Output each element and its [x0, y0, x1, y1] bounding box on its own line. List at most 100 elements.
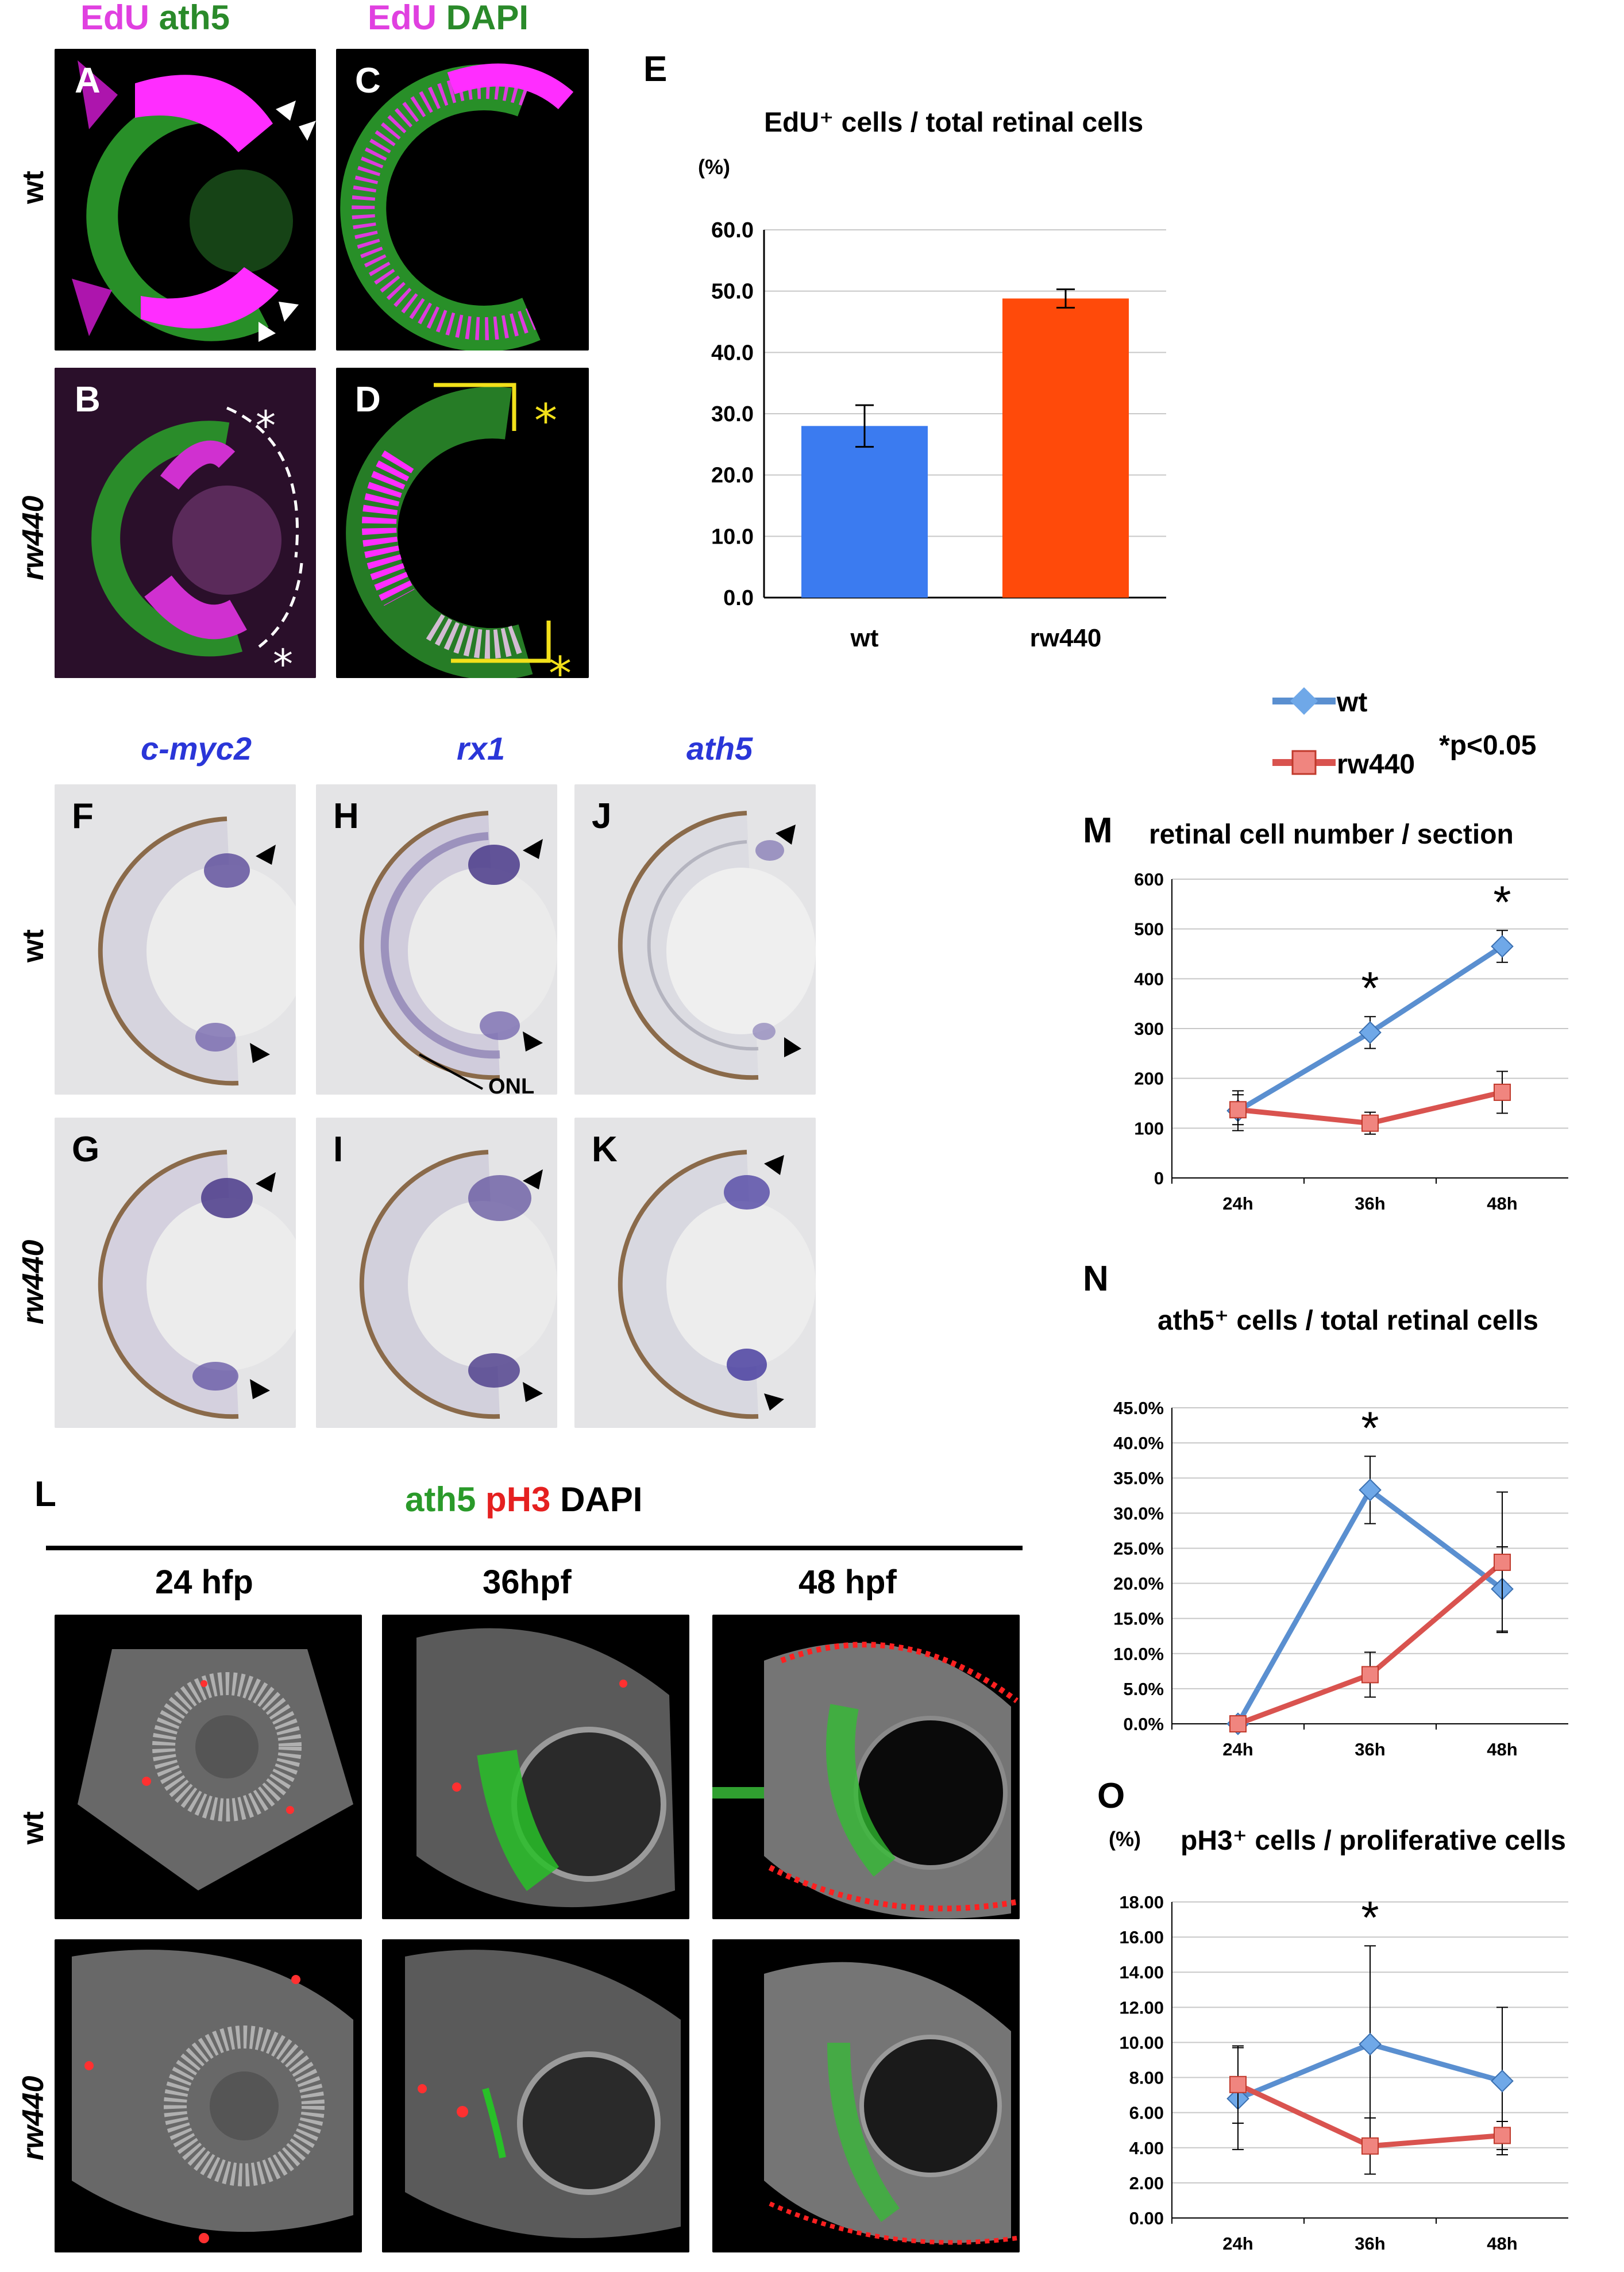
chart-e-ytick: 0.0 — [723, 586, 754, 610]
svg-text:*: * — [549, 647, 572, 678]
micrograph-b: * * — [55, 368, 316, 678]
chart-o-series-rw440-point — [1361, 2137, 1379, 2155]
panel-letter-j: J — [592, 796, 612, 836]
chart-n-ytick: 5.0% — [1123, 1679, 1164, 1699]
chart-m-ytick: 0 — [1154, 1168, 1164, 1188]
svg-text:*: * — [273, 641, 293, 678]
legend-rw440-marker — [1291, 750, 1317, 775]
chart-n-ytick: 15.0% — [1113, 1609, 1164, 1629]
chart-e-svg: 0.0 10.0 20.0 30.0 40.0 50.0 60.0 wt rw440 — [711, 218, 1166, 652]
l-wt-24h — [55, 1615, 362, 1919]
row-label-rw440-top: rw440 — [17, 495, 50, 580]
chart-o-series-wt-point — [1359, 2032, 1382, 2056]
chart-o-ytick: 18.00 — [1119, 1892, 1164, 1912]
chart-m: 0 100 200 300 400 500 600 24h 36h 48h * * — [1086, 856, 1603, 1235]
chart-m-xtick: 24h — [1222, 1193, 1253, 1214]
chart-n-series-rw440-point — [1229, 1715, 1247, 1732]
l-rw440-24h — [55, 1939, 362, 2252]
micrograph-d: * * — [336, 368, 589, 678]
chart-o-xtick: 48h — [1487, 2234, 1517, 2254]
chart-n-ytick: 0.0% — [1123, 1714, 1164, 1734]
gene-label-3: ath5 — [686, 730, 753, 767]
panel-letter-h: H — [333, 796, 359, 836]
panel-letter-b: B — [75, 380, 101, 419]
chart-m-xtick: 48h — [1487, 1193, 1517, 1214]
ish-i — [316, 1118, 557, 1428]
gene-label-2: rx1 — [457, 730, 506, 767]
panel-letter-i: I — [333, 1130, 344, 1169]
panel-letter-e: E — [643, 49, 668, 89]
l-time-48: 48 hpf — [799, 1564, 897, 1601]
panel-letter-n: N — [1083, 1259, 1109, 1299]
micrograph-c — [336, 49, 589, 351]
ish-f — [55, 784, 296, 1095]
chart-o-sig-star: * — [1361, 1892, 1379, 1943]
chart-e-ytick: 10.0 — [711, 525, 754, 549]
chart-n-svg: 0.0% 5.0% 10.0% 15.0% 20.0% 25.0% 30.0% 35.0% 40… — [1113, 1398, 1568, 1759]
chart-e-ytick: 40.0 — [711, 341, 754, 365]
chart-m-xtick: 36h — [1355, 1193, 1385, 1214]
l-rw440-36h — [382, 1939, 689, 2252]
chart-o-ytick: 4.00 — [1129, 2138, 1164, 2158]
chart-e-ytick: 20.0 — [711, 464, 754, 488]
row-label-rw440-mid: rw440 — [17, 1239, 50, 1324]
legend: wt rw440 *p<0.05 — [1272, 687, 1594, 790]
panel-letter-k: K — [592, 1130, 618, 1169]
chart-o-xtick: 36h — [1355, 2234, 1385, 2254]
l-wt-36h — [382, 1615, 689, 1919]
l-header-rule — [46, 1546, 1023, 1550]
svg-text:*: * — [534, 394, 557, 448]
panel-letter-g: G — [72, 1130, 100, 1169]
chart-m-ytick: 200 — [1134, 1069, 1164, 1089]
chart-o-ytick: 16.00 — [1119, 1927, 1164, 1947]
chart-m-series-rw440-point — [1229, 1101, 1247, 1119]
legend-rw440-label: rw440 — [1337, 749, 1415, 780]
micrograph-a — [55, 49, 316, 351]
chart-m-series-wt-point — [1491, 935, 1514, 958]
l-header-ath5: ath5 — [405, 1480, 476, 1519]
panel-letter-a: A — [75, 61, 101, 101]
chart-e-bar — [801, 426, 928, 598]
chart-o-ytick: 2.00 — [1129, 2173, 1164, 2193]
chart-o: 0.00 2.00 4.00 6.00 8.00 10.00 12.00 14.00 16.00… — [1086, 1867, 1603, 2270]
chart-m-ytick: 500 — [1134, 919, 1164, 939]
legend-star: * — [1439, 730, 1450, 761]
chart-e-ytick: 50.0 — [711, 280, 754, 304]
chart-n-ytick: 30.0% — [1113, 1503, 1164, 1523]
chart-o-ytick: 0.00 — [1129, 2208, 1164, 2228]
chart-m-title: retinal cell number / section — [1149, 819, 1514, 850]
ish-j — [574, 784, 816, 1095]
chart-o-svg: 0.00 2.00 4.00 6.00 8.00 10.00 12.00 14.00 16.00… — [1119, 1892, 1568, 2254]
chart-m-series-wt-point — [1359, 1021, 1382, 1044]
chart-o-ytick: 12.00 — [1119, 1997, 1164, 2017]
chart-e-title: EdU⁺ cells / total retinal cells — [764, 107, 1144, 138]
chart-n-xtick: 24h — [1222, 1739, 1253, 1759]
legend-wt-marker — [1290, 687, 1318, 715]
header-edu-2: EdU — [368, 0, 437, 37]
chart-m-ytick: 100 — [1134, 1118, 1164, 1138]
panel-letter-m: M — [1083, 811, 1113, 850]
legend-wt-label: wt — [1337, 687, 1368, 718]
l-time-24: 24 hfp — [155, 1564, 253, 1601]
legend-significance: *p<0.05 — [1439, 730, 1536, 761]
chart-e-xtick: rw440 — [1030, 624, 1102, 652]
row-label-wt-top: wt — [17, 171, 50, 204]
header-dapi: DAPI — [446, 0, 529, 37]
l-header-dapi: DAPI — [560, 1480, 643, 1519]
row-label-wt-mid: wt — [17, 929, 50, 962]
chart-m-sig-star: * — [1493, 876, 1511, 927]
panel-letter-l: L — [34, 1474, 56, 1514]
chart-n-sig-star: * — [1361, 1402, 1379, 1453]
chart-e-bar — [1002, 298, 1129, 598]
l-rw440-48h — [712, 1939, 1020, 2252]
panel-letter-f: F — [72, 796, 94, 836]
legend-sig-text: p<0.05 — [1449, 730, 1537, 761]
l-wt-48h — [712, 1615, 1020, 1919]
chart-o-title: pH3⁺ cells / proliferative cells — [1181, 1826, 1566, 1856]
gene-label-1: c-myc2 — [141, 730, 252, 767]
chart-m-svg: 0 100 200 300 400 500 600 24h 36h 48h * * — [1134, 869, 1568, 1214]
chart-o-ylabel: (%) — [1109, 1827, 1141, 1851]
chart-n-series-rw440-point — [1494, 1553, 1511, 1571]
chart-n-ytick: 25.0% — [1113, 1538, 1164, 1558]
ish-k — [574, 1118, 816, 1428]
